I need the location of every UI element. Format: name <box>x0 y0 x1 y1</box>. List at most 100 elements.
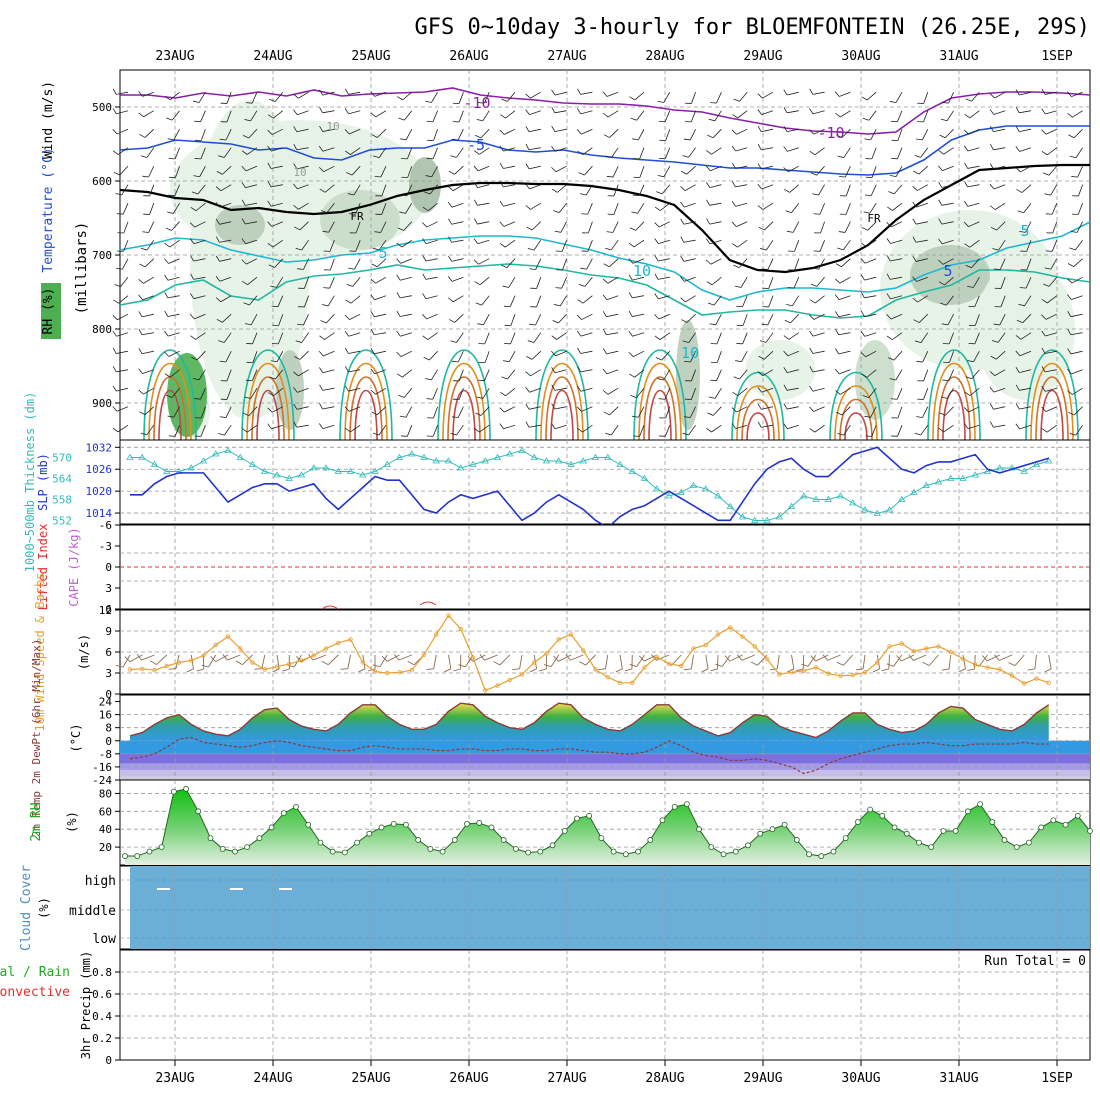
wind-barb-feather <box>917 102 924 104</box>
wind-barb <box>659 406 671 419</box>
rh-point <box>280 810 287 817</box>
wind-barb <box>246 351 258 363</box>
wind-barb-staff <box>610 239 619 251</box>
wind-barb <box>319 384 335 391</box>
wind-barb-feather <box>1019 287 1027 289</box>
wind-barb <box>218 332 232 343</box>
wind-barb <box>422 255 438 262</box>
wind-barb-staff <box>303 277 309 289</box>
wind-barb-feather <box>757 163 762 170</box>
surface-wind-barb-staff <box>570 654 584 661</box>
wind-barb-feather <box>783 403 788 410</box>
surface-wind-barb <box>822 654 841 661</box>
wind-barb-staff <box>916 202 928 208</box>
wind-barb <box>835 329 851 336</box>
wind-barb-staff <box>478 258 490 265</box>
wind-barb-feather <box>656 191 663 195</box>
low-level-temp-contour <box>143 349 197 441</box>
surface-wind-barb-feather <box>922 661 930 666</box>
wind-barb-staff <box>482 110 490 122</box>
wind-barb-staff <box>973 351 980 362</box>
wind-barb <box>628 292 645 299</box>
wind-barb-feather <box>422 293 427 299</box>
bottom-date-label: 31AUG <box>939 1071 978 1086</box>
wind-barb <box>576 108 593 115</box>
surface-wind-barb <box>124 654 143 663</box>
wind-barb-feather <box>992 248 999 251</box>
wind-barb <box>1015 423 1032 430</box>
wind-barb <box>219 129 232 141</box>
wind-barb-feather <box>422 255 427 262</box>
wind-barb-feather <box>891 139 898 141</box>
wind-barb <box>243 406 258 416</box>
wind-barb-staff <box>1071 276 1083 284</box>
wind-barb-staff <box>870 184 877 196</box>
wind-barb-staff <box>226 388 232 400</box>
wind-barb <box>474 199 490 206</box>
wind-barb-staff <box>123 221 129 234</box>
wind-barb-feather <box>267 392 274 397</box>
surface-wind-barb-staff <box>386 654 400 662</box>
wind-barb-staff <box>895 91 903 103</box>
wind-barb <box>809 385 825 392</box>
wind-barb-staff <box>612 166 619 178</box>
thickness-point <box>457 464 465 471</box>
wind-barb-staff <box>507 369 516 380</box>
low-level-temp-contour <box>834 385 878 441</box>
wind-barb-staff <box>348 387 361 392</box>
wind-barb <box>1067 258 1083 267</box>
wind-barb <box>710 369 722 382</box>
thickness-point <box>163 467 171 474</box>
surface-wind-barb-feather <box>201 664 209 668</box>
wind-speed-point <box>421 652 427 657</box>
wind-barb-feather <box>913 170 920 175</box>
wind-barb <box>658 388 671 400</box>
wind-barb-staff <box>200 425 206 437</box>
thickness-point <box>689 481 698 488</box>
wind-barb-staff <box>250 387 258 399</box>
wind-barb-feather <box>477 102 485 104</box>
y-tick-label: 6 <box>105 603 112 616</box>
wind-barb <box>448 255 464 262</box>
wind-barb-staff <box>298 369 309 377</box>
wind-barb-feather <box>143 213 150 215</box>
wind-barb <box>499 145 516 152</box>
wind-barb-feather <box>963 221 969 227</box>
wind-barb <box>477 92 490 104</box>
wind-barb <box>938 165 954 172</box>
surface-wind-barb-feather <box>254 668 262 670</box>
wind-barb <box>733 369 748 380</box>
wind-barb <box>577 147 593 156</box>
wind-barb-staff <box>425 276 438 280</box>
wind-barb-feather <box>606 175 614 178</box>
rh-shading <box>975 260 1075 400</box>
rh-point <box>439 848 446 855</box>
wind-barb <box>578 165 593 176</box>
wind-barb <box>916 351 929 363</box>
upper-ylabel-temp: Temperature (°C) <box>41 147 56 272</box>
wind-barb-feather <box>371 411 378 416</box>
wind-barb-feather <box>814 232 821 234</box>
wind-barb <box>759 332 774 343</box>
wind-barb-staff <box>787 350 799 357</box>
wind-barb-feather <box>345 150 351 155</box>
wind-barb-staff <box>299 350 309 360</box>
wind-barb <box>581 240 593 252</box>
rh-point <box>1050 817 1057 824</box>
wind-barb-feather <box>916 138 923 141</box>
wind-barb-staff <box>1077 203 1083 215</box>
wind-barb-feather <box>913 319 920 323</box>
thickness-point <box>567 460 575 467</box>
wind-barb-feather <box>319 403 323 410</box>
wind-barb <box>478 369 490 382</box>
wind-barb-staff <box>839 276 851 284</box>
wind-barb <box>450 332 464 343</box>
wind-barb <box>168 425 180 437</box>
wind-barb <box>732 110 748 119</box>
wind-barb <box>370 311 387 318</box>
wind-barb <box>783 350 799 357</box>
wind-barb-feather <box>603 329 607 335</box>
wind-barb-feather <box>1045 250 1053 252</box>
wind-barb-feather <box>294 226 301 231</box>
